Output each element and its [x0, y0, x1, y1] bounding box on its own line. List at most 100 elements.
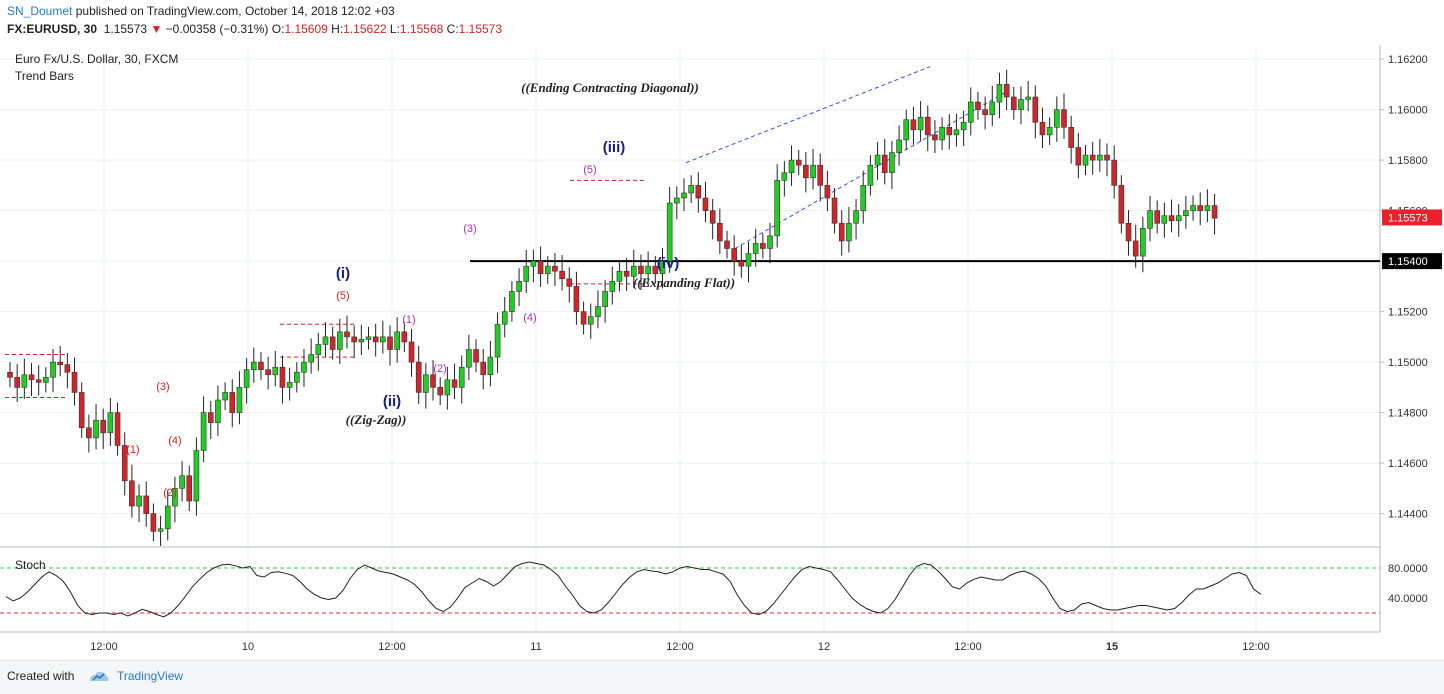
candle-body: [795, 159, 802, 166]
l-label: L:: [389, 22, 400, 36]
candle-body: [344, 331, 350, 338]
candle-body: [272, 366, 279, 376]
candle-body: [1147, 210, 1153, 229]
published-text: published on TradingView.com, October 14…: [75, 4, 395, 18]
candle-body: [423, 374, 429, 393]
tradingview-logo-icon[interactable]: [88, 669, 110, 683]
price-chart[interactable]: 1.14400 1.14600 1.14800 1.15000 1.15200 1.154…: [0, 40, 1444, 660]
price-axis[interactable]: 1.14400 1.14600 1.14800 1.15000 1.15200 1.154…: [1380, 54, 1442, 521]
candle-body: [93, 419, 99, 439]
wave-label: (2): [163, 487, 176, 499]
wave-label: (1): [126, 444, 139, 456]
candle-body: [329, 336, 336, 350]
c-value: 1.15573: [458, 22, 503, 36]
candle-body: [774, 180, 780, 237]
h-label: H:: [331, 22, 344, 36]
candle-body: [322, 336, 329, 345]
time-axis[interactable]: 12:00 10 12:00 11 12:00 12 12:00 15 12:00: [90, 641, 1270, 653]
candle-body: [430, 374, 436, 388]
wave-label: (5): [336, 290, 349, 302]
candle-body: [846, 222, 852, 242]
candle-body: [315, 344, 322, 355]
candle-body: [803, 164, 809, 179]
candle-body: [623, 270, 630, 277]
wave-label: (3): [463, 223, 476, 235]
wave-label: (ii): [383, 393, 401, 410]
candle-body: [1104, 154, 1110, 161]
candle-body: [688, 185, 694, 194]
x-tick-label: 12:00: [954, 641, 982, 653]
x-tick-label: 11: [530, 641, 541, 653]
candle-body: [709, 210, 716, 224]
candle-body: [172, 488, 178, 507]
candle-body: [946, 127, 953, 136]
candle-body: [207, 412, 214, 424]
candle-body: [924, 116, 931, 136]
candle-body: [1075, 147, 1082, 166]
l-value: 1.15568: [399, 22, 444, 36]
candle-body: [387, 336, 393, 350]
candle-body: [415, 361, 422, 393]
candle-body: [408, 341, 415, 363]
x-tick-label: 12:00: [90, 641, 118, 653]
candle-body: [652, 265, 659, 275]
candle-body: [193, 450, 200, 502]
candle-body: [157, 528, 164, 532]
tradingview-link[interactable]: TradingView: [117, 669, 184, 683]
legend-subtitle: Trend Bars: [15, 69, 74, 83]
author-link[interactable]: SN_Doumet: [7, 4, 73, 18]
candle-body: [501, 311, 508, 325]
candle-body: [28, 374, 35, 381]
candle-body: [881, 154, 888, 174]
wave-label: (4): [523, 312, 536, 324]
candle-body: [566, 278, 573, 287]
pattern-label: ((Expanding Flat)): [633, 275, 735, 290]
y-tick-label: 1.16200: [1388, 54, 1428, 66]
x-tick-label: 10: [242, 641, 254, 653]
candle-body: [831, 197, 838, 224]
candle-body: [236, 387, 243, 413]
y-tick-label: 1.15200: [1388, 307, 1428, 319]
candle-body: [587, 316, 594, 325]
candle-body: [838, 222, 845, 242]
stoch-line: [5, 561, 1262, 618]
wave-label: (5): [583, 164, 596, 176]
o-label: O:: [271, 22, 285, 36]
candle-body: [609, 281, 616, 292]
candle-body: [509, 291, 515, 312]
candle-body: [1111, 159, 1117, 186]
candle-body: [731, 248, 737, 262]
last-price-tag: [1382, 209, 1442, 226]
candle-body: [1161, 215, 1168, 224]
candle-body: [975, 101, 981, 110]
candle-body: [494, 323, 501, 358]
candle-body: [1097, 154, 1103, 161]
x-tick-label: 12: [818, 641, 830, 653]
candle-body: [989, 101, 996, 115]
candle-body: [372, 336, 379, 343]
candle-body: [695, 185, 702, 199]
quote-line: FX:EURUSD, 30 1.15573 ▼ −0.00358 (−0.31%…: [7, 22, 502, 36]
level-price-tag-text: 1.15400: [1388, 256, 1428, 268]
candle-body: [107, 412, 114, 434]
candle-body: [351, 336, 357, 343]
candle-body: [437, 387, 444, 396]
candle-body: [243, 369, 250, 388]
candle-body: [279, 366, 286, 388]
candle-body: [43, 376, 49, 383]
o-value: 1.15609: [284, 22, 328, 36]
candle-body: [35, 379, 42, 383]
candle-body: [78, 392, 85, 429]
candle-body: [573, 286, 580, 312]
candle-body: [358, 339, 365, 343]
down-arrow-icon: ▼: [150, 22, 163, 36]
candle-body: [817, 164, 824, 186]
y-tick-label: 1.14800: [1388, 408, 1428, 420]
wave-label: (i): [336, 265, 350, 282]
candle-body: [1089, 154, 1096, 161]
candle-body: [681, 192, 687, 199]
candle-body: [760, 243, 766, 249]
candle-body: [982, 109, 988, 115]
candle-body: [953, 129, 960, 136]
candle-body: [767, 235, 773, 249]
